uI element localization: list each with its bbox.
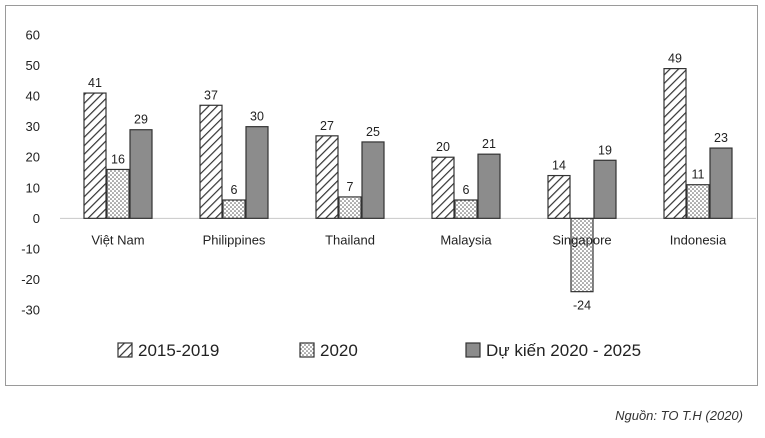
bar-1: [315, 135, 339, 219]
bars: [83, 68, 733, 293]
data-label: 11: [692, 168, 705, 182]
bar-2: [570, 217, 594, 293]
data-label: 41: [88, 76, 102, 90]
bar-3: [593, 159, 617, 219]
y-tick-label: 60: [26, 28, 40, 43]
y-tick-label: 10: [26, 180, 40, 195]
data-label: 19: [598, 143, 612, 157]
y-tick-label: -10: [21, 241, 40, 256]
bar-2: [106, 168, 130, 219]
data-label: 25: [366, 125, 380, 139]
bar-1: [663, 68, 687, 219]
category-label: Malaysia: [440, 232, 492, 247]
y-tick-label: -20: [21, 272, 40, 287]
data-label: 23: [714, 131, 728, 145]
y-tick-label: 50: [26, 58, 40, 73]
bar-2: [222, 199, 246, 219]
data-label: 20: [436, 140, 450, 154]
data-label: 30: [250, 110, 264, 124]
bar-2: [338, 196, 362, 219]
data-label: 6: [231, 183, 238, 197]
legend-swatch: [299, 342, 315, 358]
category-label: Indonesia: [670, 232, 727, 247]
data-label: 37: [204, 88, 218, 102]
legend-label: 2020: [320, 341, 358, 360]
category-label: Thailand: [325, 232, 375, 247]
data-labels: 41 16 29 Việt Nam 37 6 30 Philippines 27 7 25 Thail…: [88, 52, 728, 313]
bar-3: [477, 153, 501, 219]
legend-swatch: [117, 342, 133, 358]
data-label: 27: [320, 119, 334, 133]
bar-3: [709, 147, 733, 219]
data-label: 29: [134, 113, 148, 127]
y-tick-label: 0: [33, 211, 40, 226]
category-label: Việt Nam: [91, 232, 144, 247]
bar-1: [547, 174, 571, 219]
category-label: Philippines: [203, 232, 266, 247]
data-label: 16: [111, 152, 125, 166]
data-label: 21: [482, 137, 496, 151]
data-label: 7: [347, 180, 354, 194]
category-label: Singapore: [552, 232, 611, 247]
y-tick-label: 30: [26, 119, 40, 134]
bar-1: [199, 104, 223, 219]
y-tick-label: -30: [21, 303, 40, 318]
bar-2: [686, 184, 710, 219]
legend: 2015-2019 2020 Dự kiến 2020 - 2025: [117, 341, 641, 360]
data-label: 14: [552, 159, 566, 173]
legend-label: Dự kiến 2020 - 2025: [486, 341, 641, 360]
bar-1: [431, 156, 455, 219]
data-label: -24: [573, 299, 591, 313]
data-label: 49: [668, 52, 682, 66]
y-tick-label: 20: [26, 150, 40, 165]
y-tick-label: 40: [26, 89, 40, 104]
legend-label: 2015-2019: [138, 341, 219, 360]
bar-3: [245, 126, 269, 219]
source-note: Nguồn: TO T.H (2020): [615, 408, 743, 423]
data-label: 6: [463, 183, 470, 197]
bar-3: [361, 141, 385, 219]
bar-3: [129, 129, 153, 219]
bar-1: [83, 92, 107, 219]
legend-swatch: [465, 342, 481, 358]
y-axis: -30 -20 -10 0 10 20 30 40 50 60: [21, 28, 756, 318]
bar-2: [454, 199, 478, 219]
